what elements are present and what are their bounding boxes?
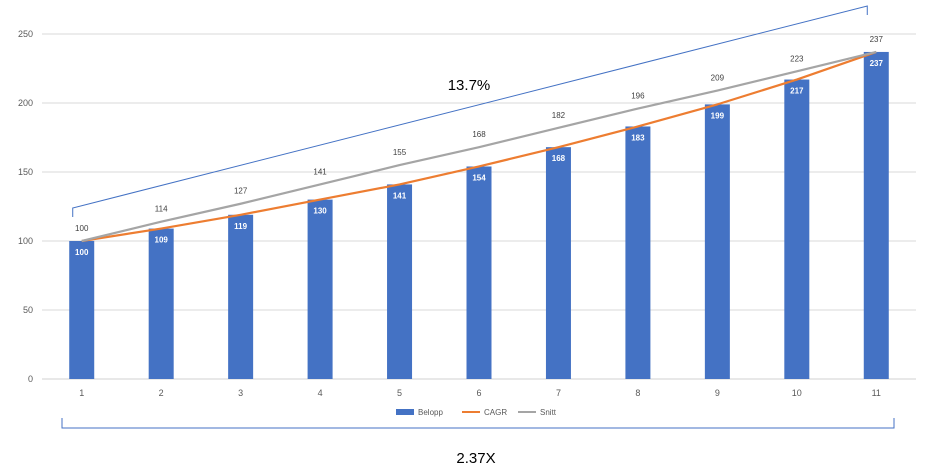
multiple-annotation: 2.37X: [456, 450, 495, 467]
snitt-value-label: 141: [313, 167, 327, 176]
x-tick-label: 1: [79, 388, 84, 398]
x-tick-label: 11: [872, 388, 881, 398]
snitt-value-label: 182: [552, 111, 566, 120]
annotations: 13.7% 2.37X: [61, 5, 895, 467]
bar-value-label: 154: [472, 173, 486, 182]
snitt-value-label: 196: [631, 92, 645, 101]
bar-value-label: 130: [313, 207, 327, 216]
bar: [307, 199, 333, 379]
bar-value-label: 237: [870, 59, 884, 68]
top-bracket: [72, 5, 868, 217]
line-snitt: [81, 50, 877, 243]
x-tick-label: 7: [556, 388, 561, 398]
bar: [545, 147, 571, 379]
x-axis-ticks: 1 2 3 4 5 6 7 8 9 10 11: [79, 388, 881, 398]
snitt-value-label: 237: [870, 35, 884, 44]
line-series: [81, 50, 877, 243]
x-tick-label: 5: [397, 388, 402, 398]
x-tick-label: 3: [238, 388, 243, 398]
y-tick-label: 50: [23, 305, 33, 315]
legend-label: CAGR: [484, 408, 507, 417]
y-tick-label: 200: [18, 98, 33, 108]
bar: [704, 104, 730, 379]
data-labels: 100 109 119 130 141 154 168 183 199 217 237 100 114 1…: [75, 35, 883, 257]
y-tick-label: 150: [18, 167, 33, 177]
x-tick-label: 8: [635, 388, 640, 398]
x-tick-label: 6: [476, 388, 481, 398]
x-tick-label: 10: [792, 388, 802, 398]
snitt-value-label: 114: [155, 205, 168, 214]
snitt-value-label: 100: [75, 224, 89, 233]
legend-label: Snitt: [540, 408, 557, 417]
legend-label: Belopp: [418, 408, 443, 417]
bar: [69, 241, 95, 379]
y-tick-label: 250: [18, 29, 33, 39]
line-cagr: [81, 50, 877, 243]
bar-value-label: 183: [631, 133, 645, 142]
y-tick-label: 100: [18, 236, 33, 246]
bar-value-label: 100: [75, 248, 89, 257]
bar: [784, 79, 810, 379]
x-tick-label: 2: [159, 388, 164, 398]
bar-value-label: 119: [234, 222, 247, 231]
cagr-annotation: 13.7%: [448, 77, 491, 94]
legend-swatch: [396, 409, 414, 415]
bar-value-label: 141: [393, 191, 407, 200]
bar-value-label: 217: [790, 87, 804, 96]
x-tick-label: 9: [715, 388, 720, 398]
y-tick-label: 0: [28, 374, 33, 384]
bar: [863, 51, 889, 379]
bar: [387, 184, 413, 379]
bar: [228, 214, 254, 379]
bar-value-label: 109: [155, 236, 169, 245]
bar: [466, 166, 492, 379]
x-tick-label: 4: [318, 388, 323, 398]
snitt-value-label: 223: [790, 54, 804, 63]
bar-series: [69, 51, 889, 380]
y-axis-ticks: 0 50 100 150 200 250: [18, 29, 33, 384]
snitt-value-label: 155: [393, 148, 407, 157]
legend: Belopp CAGR Snitt: [396, 408, 557, 417]
bar-value-label: 168: [552, 154, 566, 163]
snitt-value-label: 209: [711, 74, 725, 83]
snitt-value-label: 127: [234, 187, 248, 196]
bar: [625, 126, 651, 380]
bar-value-label: 199: [711, 111, 725, 120]
bar: [148, 228, 174, 379]
snitt-value-label: 168: [472, 130, 486, 139]
bottom-bracket: [61, 418, 895, 429]
